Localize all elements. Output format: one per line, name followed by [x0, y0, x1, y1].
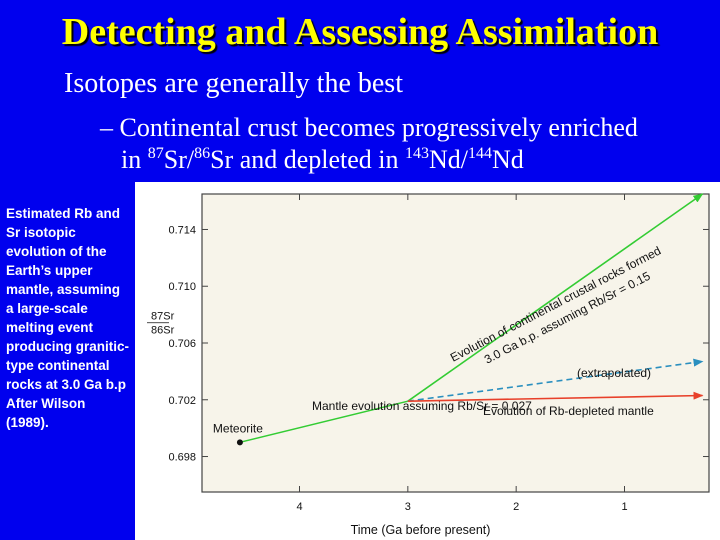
sr-text-b: Sr and depleted in: [210, 145, 399, 174]
x-axis-label: Time (Ga before present): [351, 523, 491, 537]
meteorite-point: [236, 439, 243, 446]
plot-area: [201, 193, 710, 493]
sup-87: 87: [147, 145, 164, 162]
y-axis-label-bottom: 86Sr: [151, 325, 175, 337]
annotation-depleted: Evolution of Rb-depleted mantle: [483, 404, 654, 418]
bullet-word-in: in: [121, 145, 142, 174]
y-tick-label: 0.710: [168, 281, 196, 293]
x-tick-label: 2: [513, 501, 519, 513]
x-tick-label: 1: [621, 501, 627, 513]
bullet-line-1: Continental crust becomes progressively …: [119, 113, 638, 142]
meteorite-label: Meteorite: [213, 421, 263, 435]
series-line-1: [239, 400, 408, 444]
y-tick-label: 0.698: [168, 452, 196, 464]
bullet-level-1: Isotopes are generally the best: [64, 68, 403, 99]
bullet-dash: –: [100, 113, 113, 142]
series-line-2: [407, 193, 704, 402]
annotation-extrapolated: (extrapolated): [577, 366, 651, 380]
y-tick-label: 0.714: [168, 224, 196, 236]
nd-text-b: Nd: [492, 145, 524, 174]
y-tick-label: 0.702: [168, 395, 196, 407]
nd-text-a: Nd/: [429, 145, 469, 174]
x-tick-label: 4: [296, 501, 302, 513]
isotope-chart: 0.698 0.702 0.706 0.710 0.714 4 3 2 1 Time (Ga be…: [147, 193, 710, 537]
sr-text-a: Sr/: [163, 145, 195, 174]
bullet-level-2: – Continental crust becomes progressivel…: [100, 112, 700, 176]
sup-144: 144: [468, 145, 493, 162]
slide-title: Detecting and Assessing Assimilation: [61, 11, 659, 53]
annotation-mantle: Mantle evolution assuming Rb/Sr = 0.027: [312, 399, 532, 413]
sup-86: 86: [194, 145, 211, 162]
series-line-4: [407, 391, 704, 402]
y-axis-label-top: 87Sr: [151, 311, 175, 323]
x-tick-label: 3: [405, 501, 411, 513]
sup-143: 143: [405, 145, 430, 162]
figure-caption: Estimated Rb and Sr isotopic evolution o…: [6, 206, 129, 430]
y-tick-label: 0.706: [168, 338, 196, 350]
isotope-figure: 0.698 0.702 0.706 0.710 0.714 4 3 2 1 Time (Ga be…: [135, 182, 720, 540]
